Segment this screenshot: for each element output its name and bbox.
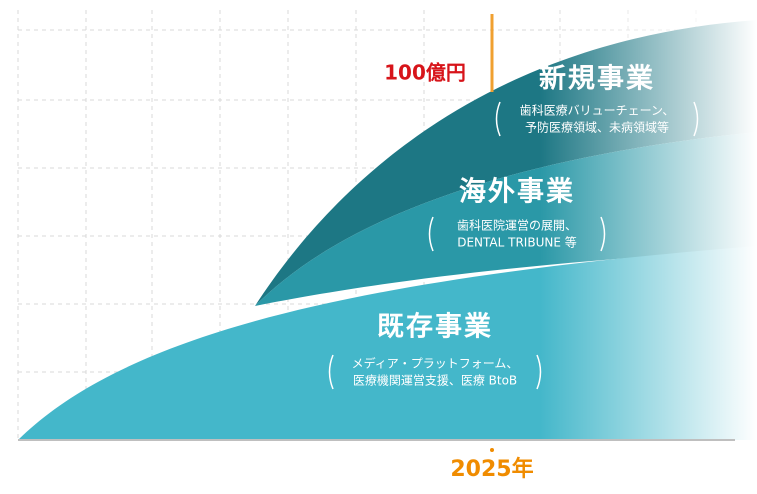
target-label: 100億円: [384, 61, 466, 85]
paren: [328, 354, 542, 390]
layer-description: 歯科医院運営の展開、: [457, 219, 577, 233]
layer-description: 医療機関運営支援、医療 BtoB: [353, 373, 517, 388]
year-marker: [490, 448, 494, 452]
layer-description: 予防医療領域、未病領域等: [525, 120, 669, 135]
fade: [540, 0, 757, 445]
layer-description: DENTAL TRIBUNE 等: [457, 236, 577, 250]
layer-title: 既存事業: [377, 312, 493, 343]
layer-description: 歯科医療バリューチェーン、: [520, 104, 675, 118]
year-label: 2025年: [450, 456, 533, 482]
layer-description: メディア・プラットフォーム、: [352, 356, 519, 371]
layer-title: 海外事業: [459, 177, 575, 208]
layer-title: 新規事業: [539, 63, 655, 95]
paren: [495, 101, 699, 137]
paren: [428, 216, 606, 252]
